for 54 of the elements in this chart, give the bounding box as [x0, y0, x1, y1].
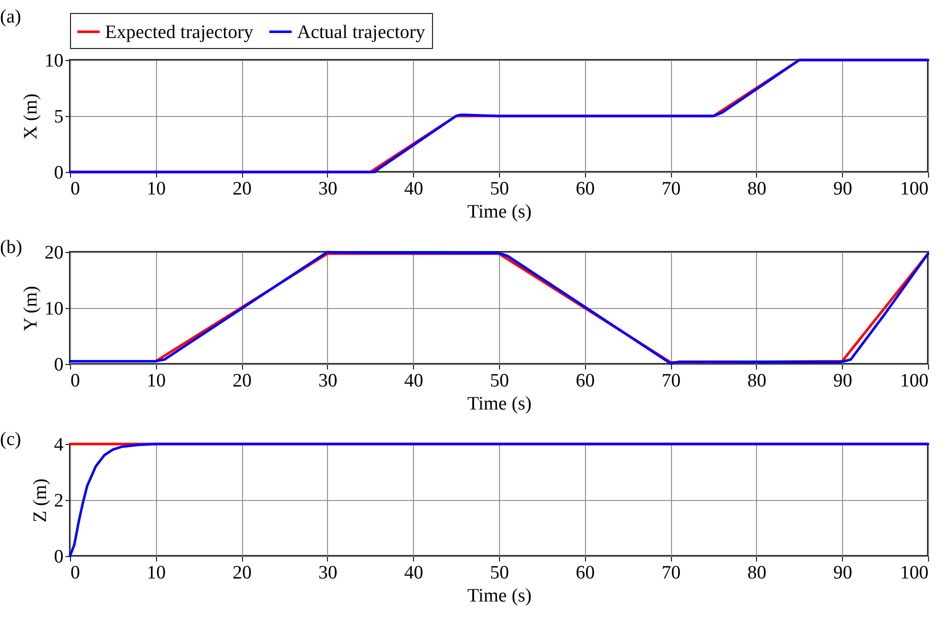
- x-tick-label: 40: [404, 370, 424, 392]
- x-tick-label: 20: [232, 370, 252, 392]
- x-axis-title: Time (s): [467, 202, 532, 222]
- y-tick-label: 4: [54, 434, 64, 456]
- x-tick-label: 80: [747, 562, 766, 584]
- x-axis-title: Time (s): [467, 394, 532, 414]
- x-tick-label: 40: [404, 562, 424, 584]
- x-tick-label: 60: [576, 178, 595, 200]
- chart-title: (a): [0, 6, 22, 28]
- line-series: [68, 442, 930, 558]
- x-tick-label: 70: [662, 370, 681, 392]
- x-tick-label: 50: [490, 370, 509, 392]
- x-tick-label: 70: [662, 178, 681, 200]
- x-tick-label: 30: [318, 562, 338, 584]
- y-tick-label: 10: [44, 298, 64, 320]
- x-tick-label: 50: [490, 178, 509, 200]
- x-tick-label: 10: [146, 562, 166, 584]
- x-axis-title: Time (s): [467, 586, 532, 606]
- chart-title: (c): [0, 429, 22, 450]
- x-tick-label: 40: [404, 178, 424, 200]
- x-tick-label: 30: [318, 370, 338, 392]
- x-tick-label: 60: [576, 562, 595, 584]
- x-tick-label: 100: [900, 562, 928, 584]
- y-axis-title: Y (m): [20, 286, 42, 332]
- x-tick-label: 80: [747, 178, 766, 200]
- x-tick-label: 90: [833, 178, 852, 200]
- y-tick-label: 0: [54, 546, 64, 568]
- y-tick-label: 2: [54, 490, 64, 512]
- x-tick-label: 80: [747, 370, 766, 392]
- x-tick-label: 100: [900, 370, 928, 392]
- y-tick-label: 5: [54, 106, 64, 128]
- x-tick-label: 10: [146, 178, 166, 200]
- y-tick-label: 0: [54, 162, 64, 184]
- y-tick-label: 0: [54, 354, 64, 376]
- x-tick-label: 0: [70, 562, 80, 584]
- chart-title: (b): [0, 237, 22, 258]
- x-tick-label: 70: [662, 562, 681, 584]
- legend-label: Actual trajectory: [297, 22, 426, 43]
- x-tick-label: 20: [232, 562, 252, 584]
- x-tick-label: 100: [900, 178, 928, 200]
- x-tick-label: 20: [232, 178, 252, 200]
- x-tick-label: 30: [318, 178, 338, 200]
- y-axis-title: Z (m): [30, 478, 51, 522]
- y-axis-title: X (m): [20, 94, 42, 140]
- x-tick-label: 0: [70, 178, 80, 200]
- x-tick-label: 50: [490, 562, 509, 584]
- y-tick-label: 10: [44, 50, 64, 72]
- x-tick-label: 90: [833, 370, 852, 392]
- y-tick-label: 20: [44, 242, 64, 264]
- x-tick-label: 60: [576, 370, 595, 392]
- x-tick-label: 0: [70, 370, 80, 392]
- x-tick-label: 90: [833, 562, 852, 584]
- legend-label: Expected trajectory: [105, 22, 254, 43]
- x-tick-label: 10: [146, 370, 166, 392]
